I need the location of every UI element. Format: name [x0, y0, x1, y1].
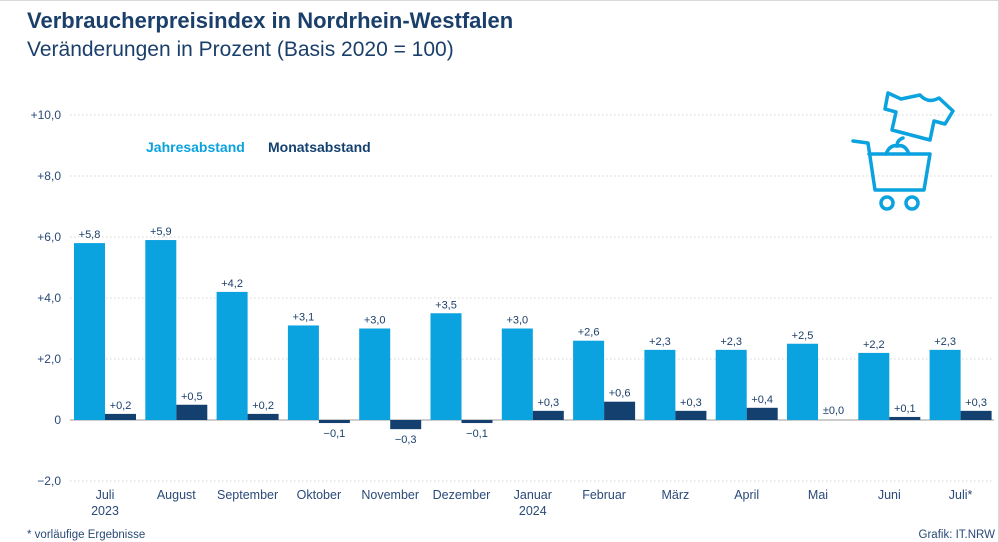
bar-monatsabstand [532, 410, 564, 420]
value-label-jahresabstand: +5,9 [150, 226, 172, 238]
value-label-jahresabstand: +2,2 [863, 339, 885, 351]
category-label: April [734, 488, 759, 502]
category-label: November [361, 488, 419, 502]
bar-monatsabstand [105, 413, 136, 420]
shopping-cart-with-shirt-icon [851, 91, 955, 211]
bar-jahresabstand [74, 243, 105, 420]
bar-monatsabstand [390, 420, 422, 430]
bar-jahresabstand [501, 328, 533, 420]
value-label-jahresabstand: +3,5 [435, 299, 457, 311]
bar-monatsabstand [176, 404, 208, 420]
value-label-monatsabstand: +0,3 [965, 397, 987, 409]
footnote: * vorläufige Ergebnisse [27, 529, 146, 541]
value-label-monatsabstand: −0,3 [395, 434, 417, 446]
value-label-monatsabstand: +0,4 [751, 394, 773, 406]
value-label-monatsabstand: +0,2 [252, 400, 274, 412]
y-tick-label: 0 [54, 413, 61, 427]
value-label-jahresabstand: +2,3 [720, 336, 742, 348]
bar-jahresabstand [216, 291, 248, 420]
bar-monatsabstand [675, 410, 707, 420]
bar-jahresabstand [359, 328, 391, 420]
category-year-label: 2023 [91, 504, 119, 518]
bar-jahresabstand [715, 349, 747, 420]
bar-monatsabstand [461, 420, 493, 424]
bar-monatsabstand [318, 420, 350, 424]
value-label-monatsabstand: +0,5 [181, 391, 203, 403]
value-label-monatsabstand: +0,3 [537, 397, 559, 409]
y-tick-label: +2,0 [37, 352, 61, 366]
category-label: September [217, 488, 278, 502]
category-label: Juli* [949, 488, 973, 502]
value-label-monatsabstand: +0,3 [680, 397, 702, 409]
value-label-monatsabstand: ±0,0 [823, 405, 844, 417]
value-label-monatsabstand: −0,1 [324, 428, 346, 440]
value-label-monatsabstand: +0,6 [609, 388, 631, 400]
y-tick-label: +8,0 [37, 169, 61, 183]
y-tick-label: −2,0 [37, 474, 61, 488]
value-label-jahresabstand: +2,5 [792, 330, 814, 342]
category-label: Februar [582, 488, 626, 502]
category-year-label: 2024 [519, 504, 547, 518]
bar-monatsabstand [889, 416, 921, 420]
value-label-jahresabstand: +2,6 [578, 327, 600, 339]
value-label-jahresabstand: +3,1 [293, 311, 315, 323]
category-label: Juli [96, 488, 115, 502]
chart-title: Verbraucherpreisindex in Nordrhein-Westf… [27, 8, 514, 33]
bar-jahresabstand [787, 343, 818, 420]
category-label: Mai [808, 488, 828, 502]
value-label-jahresabstand: +4,2 [221, 278, 243, 290]
category-label: August [157, 488, 196, 502]
frame-top-border [0, 0, 999, 1]
bar-monatsabstand [746, 407, 778, 420]
category-label: Januar [514, 488, 552, 502]
bar-jahresabstand [287, 325, 319, 420]
category-label: Juni [878, 488, 901, 502]
category-label: Oktober [297, 488, 341, 502]
chart-subtitle: Veränderungen in Prozent (Basis 2020 = 1… [27, 38, 454, 61]
category-label: Dezember [433, 488, 491, 502]
value-label-monatsabstand: +0,2 [110, 400, 132, 412]
bar-jahresabstand [430, 313, 462, 420]
source-credit: Grafik: IT.NRW [918, 529, 995, 541]
bar-monatsabstand [247, 413, 279, 420]
gridlines [70, 114, 994, 482]
y-tick-label: +10,0 [31, 108, 62, 122]
bar-monatsabstand [604, 401, 636, 420]
value-label-jahresabstand: +3,0 [506, 315, 528, 327]
bar-jahresabstand [858, 352, 890, 420]
y-tick-label: +4,0 [37, 291, 61, 305]
bar-jahresabstand [145, 240, 177, 420]
legend-monatsabstand: Monatsabstand [268, 139, 371, 155]
value-label-monatsabstand: +0,1 [894, 403, 916, 415]
value-label-jahresabstand: +5,8 [79, 229, 101, 241]
category-label: März [662, 488, 690, 502]
legend: Jahresabstand Monatsabstand [146, 139, 371, 155]
value-label-jahresabstand: +3,0 [364, 315, 386, 327]
bar-jahresabstand [573, 340, 605, 420]
bars [74, 240, 992, 430]
value-label-monatsabstand: −0,1 [466, 428, 488, 440]
legend-jahresabstand: Jahresabstand [146, 139, 245, 155]
y-tick-label: +6,0 [37, 230, 61, 244]
bar-jahresabstand [644, 349, 676, 420]
value-label-jahresabstand: +2,3 [649, 336, 671, 348]
bar-monatsabstand [960, 410, 992, 420]
labels: −2,0 0 +2,0 +4,0 +6,0 +8,0 +10,0 +5,8 +0,2 Juli 20… [31, 108, 987, 518]
value-label-jahresabstand: +2,3 [934, 336, 956, 348]
bar-jahresabstand [929, 349, 961, 420]
